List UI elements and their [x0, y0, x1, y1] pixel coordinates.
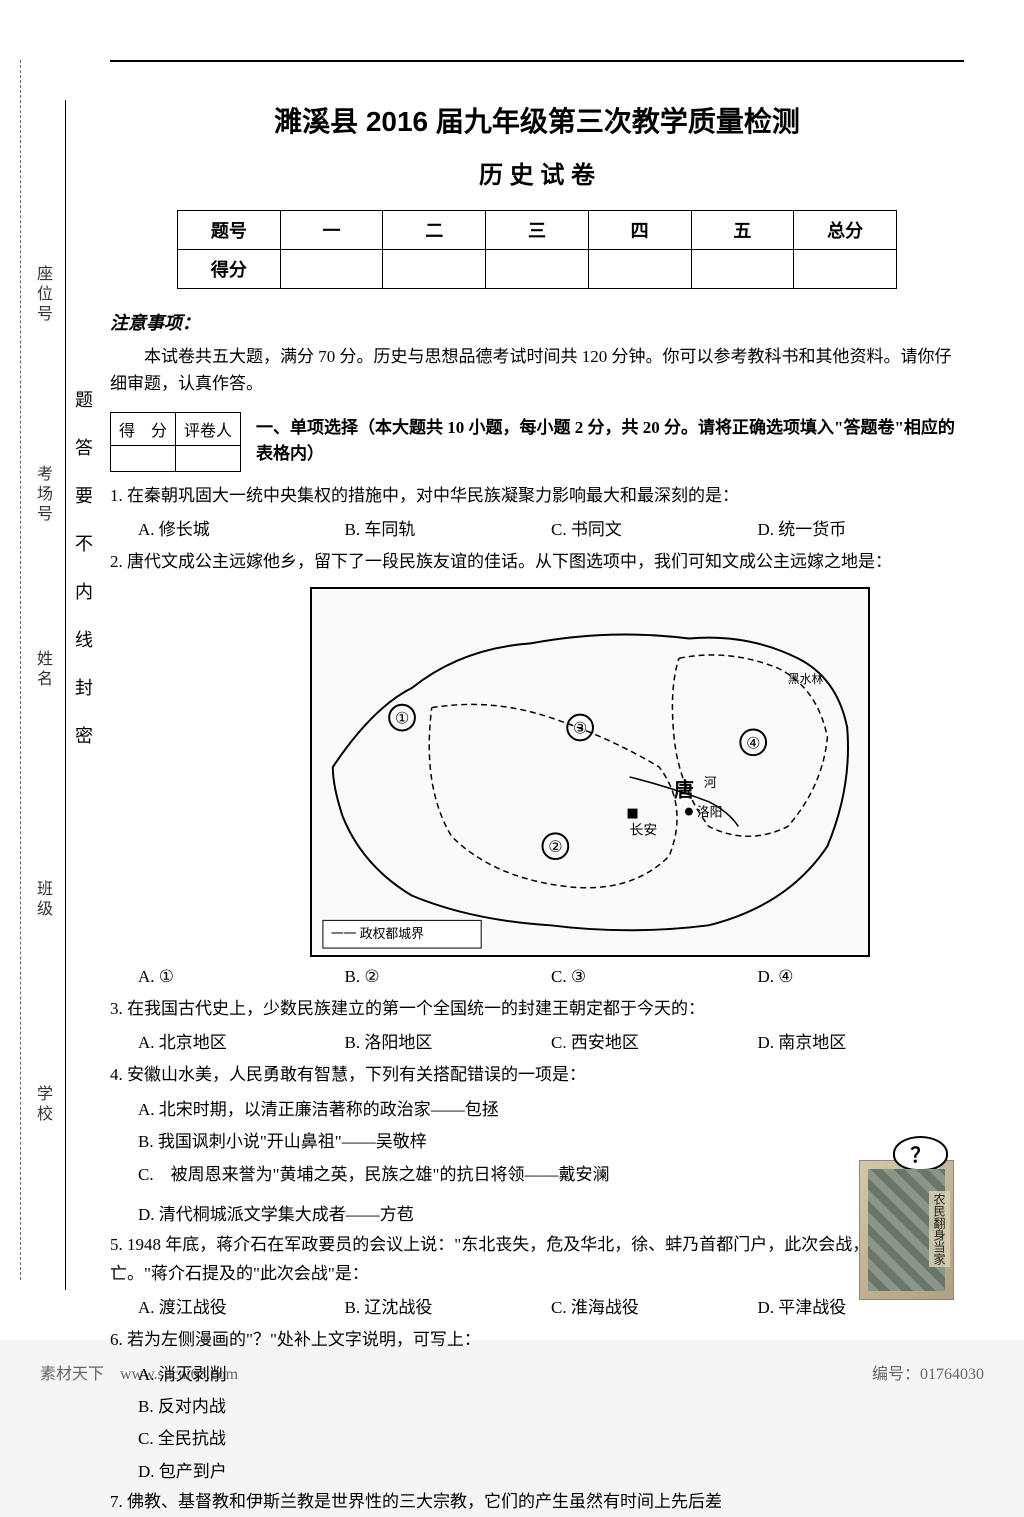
- city-luoyang: [685, 808, 693, 816]
- q4-options: A. 北宋时期，以清正廉洁著称的政治家——包拯 B. 我国讽刺小说"开山鼻祖"—…: [110, 1094, 964, 1231]
- question-5: 5. 1948 年底，蒋介石在军政要员的会议上说："东北丧失，危及华北，徐、蚌乃…: [110, 1231, 964, 1289]
- header-cell: 一: [280, 211, 383, 250]
- score-cell: [691, 250, 794, 289]
- question-1: 1. 在秦朝巩固大一统中央集权的措施中，对中华民族凝聚力影响最大和最深刻的是：: [110, 482, 964, 511]
- q2-option-d: D. ④: [758, 967, 965, 987]
- notice-title: 注意事项：: [110, 309, 964, 335]
- q3-option-d: D. 南京地区: [758, 1028, 965, 1053]
- cartoon-text: 农民翻身当家: [929, 1191, 950, 1267]
- grader-person-cell: [176, 446, 241, 472]
- question-2: 2. 唐代文成公主远嫁他乡，留下了一段民族友谊的佳话。从下图选项中，我们可知文成…: [110, 548, 964, 577]
- q6-option-d: D. 包产到户: [138, 1456, 964, 1488]
- luoyang-label: 洛阳: [697, 806, 723, 820]
- q1-options: A. 修长城 B. 车同轨 C. 书同文 D. 统一货币: [110, 515, 964, 540]
- q2-option-c: C. ③: [551, 967, 758, 987]
- section-1-header: 得 分评卷人 一、单项选择（本大题共 10 小题，每小题 2 分，共 20 分。…: [110, 412, 964, 472]
- q6-option-b: B. 反对内战: [138, 1391, 964, 1423]
- tang-label: 唐: [674, 779, 694, 802]
- exam-subtitle: 历 史 试 卷: [110, 155, 964, 190]
- q2-option-a: A. ①: [138, 967, 345, 987]
- grader-table: 得 分评卷人: [110, 412, 241, 472]
- q6-bubble: ？: [893, 1136, 948, 1171]
- table-row: 得分: [178, 250, 897, 289]
- q1-option-b: B. 车同轨: [345, 515, 552, 540]
- score-cell: [794, 250, 897, 289]
- content-area: 濉溪县 2016 届九年级第三次教学质量检测 历 史 试 卷 题号 一 二 三 …: [110, 100, 964, 1517]
- q5-options: A. 渡江战役 B. 辽沈战役 C. 淮海战役 D. 平津战役: [110, 1293, 964, 1318]
- map-svg: ① ② ③ ④ 唐 长安 洛阳 河 黑水林 一一 政权都城界: [312, 589, 868, 955]
- score-cell: [588, 250, 691, 289]
- q1-option-d: D. 统一货币: [758, 515, 965, 540]
- q4-option-b: B. 我国讽刺小说"开山鼻祖"——吴敬梓: [138, 1126, 964, 1158]
- binding-label-seat: 座位号: [30, 265, 54, 325]
- q3-option-b: B. 洛阳地区: [345, 1028, 552, 1053]
- question-7: 7. 佛教、基督教和伊斯兰教是世界性的三大宗教，它们的产生虽然有时间上先后差: [110, 1488, 964, 1517]
- binding-label-school: 学校: [30, 1085, 54, 1125]
- q4-option-c: C. 被周恩来誉为"黄埔之英，民族之雄"的抗日将领——戴安澜: [138, 1159, 964, 1191]
- score-cell: [486, 250, 589, 289]
- left-margin-line: [65, 100, 67, 1290]
- marker-4-label: ④: [746, 735, 760, 752]
- question-4: 4. 安徽山水美，人民勇敢有智慧，下列有关搭配错误的一项是：: [110, 1061, 964, 1090]
- he-label: 河: [704, 776, 717, 790]
- question-6: 6. 若为左侧漫画的"？"处补上文字说明，可写上：: [110, 1326, 964, 1355]
- q2-option-b: B. ②: [345, 967, 552, 987]
- header-cell: 总分: [794, 211, 897, 250]
- inner-border: [429, 705, 677, 888]
- q5-option-c: C. 淮海战役: [551, 1293, 758, 1318]
- row-label: 得分: [178, 250, 281, 289]
- grader-score-label: 得 分: [111, 413, 176, 446]
- notice-body: 本试卷共五大题，满分 70 分。历史与思想品德考试时间共 120 分钟。你可以参…: [110, 343, 964, 397]
- q6-option-c: C. 全民抗战: [138, 1423, 964, 1455]
- marker-1-label: ①: [395, 711, 409, 728]
- grader-person-label: 评卷人: [176, 413, 241, 446]
- q3-option-c: C. 西安地区: [551, 1028, 758, 1053]
- q3-options: A. 北京地区 B. 洛阳地区 C. 西安地区 D. 南京地区: [110, 1028, 964, 1053]
- hei-label: 黑水林: [788, 672, 824, 686]
- left-dashed-line: [20, 60, 21, 1280]
- header-cell: 二: [383, 211, 486, 250]
- exam-title: 濉溪县 2016 届九年级第三次教学质量检测: [110, 100, 964, 140]
- q4-option-d: D. 清代桐城派文学集大成者——方苞: [138, 1199, 964, 1231]
- marker-3-label: ③: [573, 721, 587, 738]
- q6-options: A. 消灭剥削 B. 反对内战 C. 全民抗战 D. 包产到户: [110, 1359, 964, 1488]
- top-rule: [110, 60, 964, 62]
- header-cell: 四: [588, 211, 691, 250]
- q1-option-c: C. 书同文: [551, 515, 758, 540]
- grader-score-cell: [111, 446, 176, 472]
- header-cell: 五: [691, 211, 794, 250]
- q6-cartoon: ？ 农民翻身当家: [859, 1160, 954, 1300]
- q6-option-a: A. 消灭剥削: [138, 1359, 964, 1391]
- header-cell: 三: [486, 211, 589, 250]
- q5-option-b: B. 辽沈战役: [345, 1293, 552, 1318]
- binding-label-class: 班级: [30, 880, 54, 920]
- header-cell: 题号: [178, 211, 281, 250]
- binding-label-room: 考场号: [30, 465, 54, 525]
- q1-option-a: A. 修长城: [138, 515, 345, 540]
- outer-border: [333, 635, 848, 931]
- score-cell: [280, 250, 383, 289]
- marker-2-label: ②: [548, 839, 562, 856]
- question-3: 3. 在我国古代史上，少数民族建立的第一个全国统一的封建王朝定都于今天的：: [110, 995, 964, 1024]
- city-changan: [628, 809, 638, 819]
- legend-text: 一一 政权都城界: [331, 926, 424, 941]
- table-row: 题号 一 二 三 四 五 总分: [178, 211, 897, 250]
- q3-option-a: A. 北京地区: [138, 1028, 345, 1053]
- q4-option-a: A. 北宋时期，以清正廉洁著称的政治家——包拯: [138, 1094, 964, 1126]
- seal-line-text: 题答要不内线封密: [70, 390, 96, 774]
- binding-label-name: 姓名: [30, 650, 54, 690]
- section-1-title: 一、单项选择（本大题共 10 小题，每小题 2 分，共 20 分。请将正确选项填…: [256, 415, 964, 466]
- map-figure: ① ② ③ ④ 唐 长安 洛阳 河 黑水林 一一 政权都城界: [310, 587, 870, 957]
- q5-option-a: A. 渡江战役: [138, 1293, 345, 1318]
- exam-page: 座位号 考场号 姓名 班级 学校 题答要不内线封密 濉溪县 2016 届九年级第…: [0, 0, 1024, 1340]
- changan-label: 长安: [630, 822, 658, 837]
- q2-options: A. ① B. ② C. ③ D. ④: [110, 967, 964, 987]
- score-table: 题号 一 二 三 四 五 总分 得分: [177, 210, 897, 289]
- score-cell: [383, 250, 486, 289]
